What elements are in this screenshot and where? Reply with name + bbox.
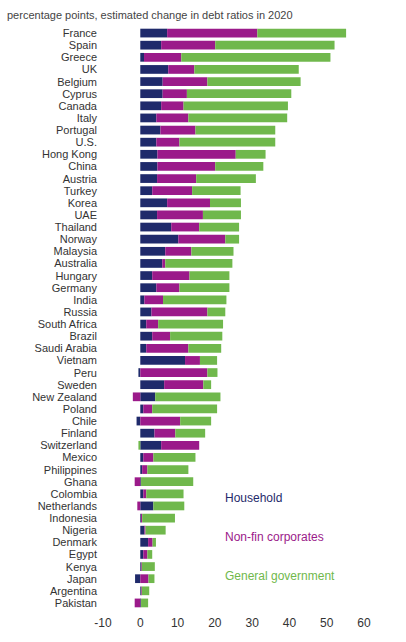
svg-text:30: 30 [245,616,259,630]
svg-text:40: 40 [283,616,297,630]
svg-text:UK: UK [82,63,98,75]
svg-text:60: 60 [357,616,371,630]
svg-text:Korea: Korea [68,197,98,209]
svg-text:Spain: Spain [69,39,97,51]
svg-text:Switzerland: Switzerland [40,439,97,451]
svg-text:Poland: Poland [63,403,97,415]
svg-text:10: 10 [171,616,185,630]
svg-text:France: France [63,27,97,39]
svg-text:Germany: Germany [52,282,98,294]
svg-text:China: China [68,160,98,172]
svg-text:Canada: Canada [58,100,97,112]
svg-text:Norway: Norway [60,233,98,245]
svg-text:20: 20 [208,616,222,630]
svg-text:Household: Household [225,491,282,505]
svg-text:Indonesia: Indonesia [49,512,98,524]
svg-text:Belgium: Belgium [57,76,97,88]
svg-text:Netherlands: Netherlands [38,500,98,512]
svg-text:Vietnam: Vietnam [57,354,97,366]
svg-text:India: India [73,294,98,306]
svg-text:Portugal: Portugal [56,124,97,136]
svg-text:Japan: Japan [67,573,97,585]
svg-text:-10: -10 [94,616,112,630]
svg-text:General government: General government [225,569,335,583]
svg-text:New Zealand: New Zealand [32,391,97,403]
svg-text:Peru: Peru [74,367,97,379]
svg-text:Kenya: Kenya [66,561,98,573]
svg-text:Ghana: Ghana [64,476,98,488]
svg-text:Pakistan: Pakistan [55,597,97,609]
svg-text:Thailand: Thailand [55,221,97,233]
svg-text:Colombia: Colombia [51,488,98,500]
svg-text:Italy: Italy [77,112,98,124]
svg-text:Malaysia: Malaysia [54,245,98,257]
svg-text:0: 0 [137,616,144,630]
svg-text:Brazil: Brazil [69,330,97,342]
svg-text:Australia: Australia [54,257,98,269]
svg-text:Argentina: Argentina [50,585,98,597]
svg-text:Mexico: Mexico [62,451,97,463]
svg-text:U.S.: U.S. [76,136,97,148]
svg-text:Hong Kong: Hong Kong [42,148,97,160]
svg-text:Non-fin corporates: Non-fin corporates [225,530,324,544]
svg-text:Nigeria: Nigeria [62,524,98,536]
svg-text:50: 50 [320,616,334,630]
svg-text:Cyprus: Cyprus [62,88,97,100]
svg-text:percentage points, estimated c: percentage points, estimated change in d… [7,9,293,21]
svg-text:Russia: Russia [63,306,98,318]
svg-text:Denmark: Denmark [52,536,97,548]
svg-text:Saudi Arabia: Saudi Arabia [35,342,98,354]
svg-text:South Africa: South Africa [38,318,98,330]
svg-text:Hungary: Hungary [55,270,97,282]
svg-text:Finland: Finland [61,427,97,439]
svg-text:Greece: Greece [61,51,97,63]
svg-text:Sweden: Sweden [57,379,97,391]
svg-text:Turkey: Turkey [64,185,98,197]
svg-text:Chile: Chile [72,415,97,427]
svg-text:Austria: Austria [63,173,98,185]
svg-text:UAE: UAE [74,209,97,221]
svg-text:Egypt: Egypt [69,548,97,560]
svg-text:Philippines: Philippines [44,464,98,476]
